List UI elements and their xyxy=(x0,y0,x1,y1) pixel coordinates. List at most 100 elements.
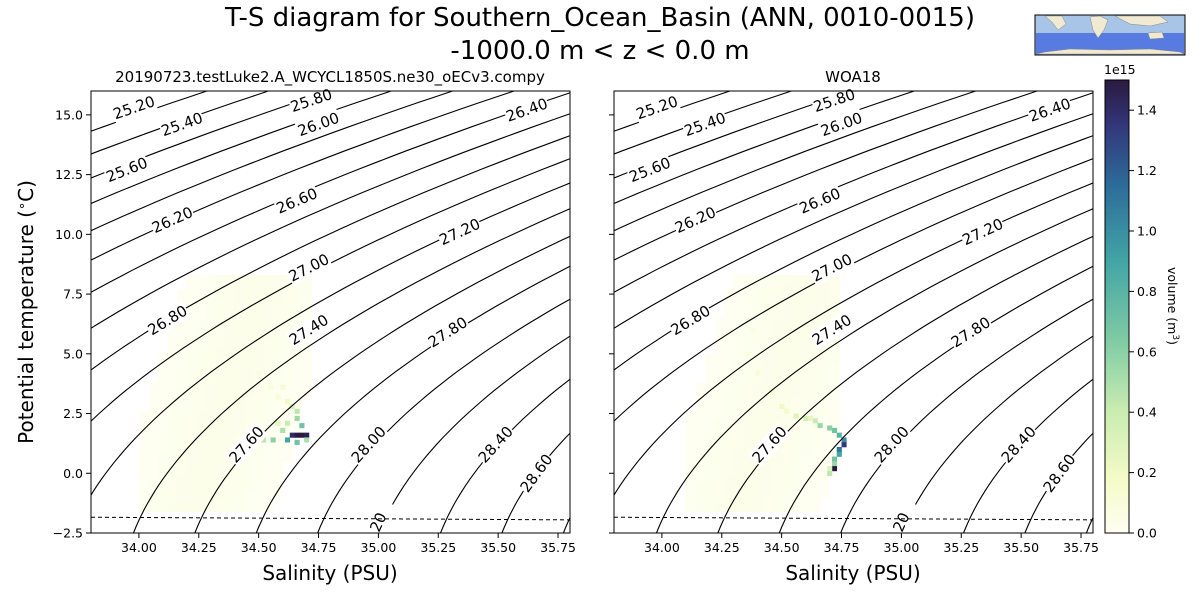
heatmap-haze-cell xyxy=(800,403,811,412)
heatmap-haze-cell xyxy=(273,475,284,484)
heatmap-haze-cell xyxy=(273,289,284,297)
heatmap-haze-cell xyxy=(733,325,744,333)
heatmap-haze-cell xyxy=(158,468,169,477)
heatmap-haze-cell xyxy=(253,504,264,512)
heatmap-haze-cell xyxy=(829,339,840,348)
heatmap-haze-cell xyxy=(301,303,312,312)
heatmap-haze-cell xyxy=(148,475,159,484)
heatmap-haze-cell xyxy=(244,504,255,512)
heatmap-haze-cell xyxy=(724,461,735,469)
heatmap-haze-cell xyxy=(772,332,783,340)
y-tick-label: 2.5 xyxy=(63,406,83,421)
heatmap-haze-cell xyxy=(244,282,255,290)
heatmap-haze-cell xyxy=(819,289,831,297)
heatmap-haze-cell xyxy=(714,375,725,383)
heatmap-haze-cell xyxy=(685,446,696,455)
contour-label-bg xyxy=(808,310,856,350)
heatmap-haze-cell xyxy=(714,418,725,426)
heatmap-haze-cell xyxy=(762,418,773,426)
heatmap-haze-cell xyxy=(205,274,217,283)
heatmap-haze-cell xyxy=(253,497,264,505)
heatmap-haze-cell xyxy=(819,475,831,484)
contour-label-bg xyxy=(110,92,158,124)
heatmap-haze-cell xyxy=(253,282,264,290)
heatmap-haze-cell xyxy=(196,403,207,412)
heatmap-haze-cell xyxy=(225,375,236,383)
heatmap-haze-cell xyxy=(743,454,754,462)
heatmap-haze-cell xyxy=(282,389,293,398)
heatmap-haze-cell xyxy=(244,454,255,462)
heatmap-haze-cell xyxy=(810,360,821,369)
heatmap-haze-cell xyxy=(196,396,207,405)
heatmap-haze-cell xyxy=(810,382,821,391)
heatmap-haze-cell xyxy=(743,332,754,340)
heatmap-haze-cell xyxy=(292,360,303,369)
heatmap-haze-cell xyxy=(705,454,716,462)
heatmap-haze-cell xyxy=(762,403,773,412)
heatmap-haze-cell xyxy=(714,432,725,441)
heatmap-haze-cell xyxy=(791,497,802,505)
heatmap-haze-cell xyxy=(781,425,792,434)
heatmap-haze-cell xyxy=(733,310,744,319)
heatmap-haze-cell xyxy=(705,439,716,448)
heatmap-cell xyxy=(812,418,818,424)
heatmap-haze-cell xyxy=(263,418,274,426)
heatmap-haze-cell xyxy=(138,432,149,441)
heatmap-haze-cell xyxy=(167,418,178,426)
heatmap-haze-cell xyxy=(724,368,735,376)
heatmap-haze-cell xyxy=(829,368,840,376)
contour-label: 27.20 xyxy=(437,215,484,249)
contour-label-bg xyxy=(158,108,206,141)
contour-label-bg xyxy=(748,422,792,467)
heatmap-haze-cell xyxy=(791,489,802,498)
heatmap-haze-cell xyxy=(148,382,159,391)
heatmap-haze-cell xyxy=(205,310,217,319)
heatmap-haze-cell xyxy=(781,368,792,376)
contour-label-bg xyxy=(626,153,674,187)
heatmap-haze-cell xyxy=(714,461,725,469)
heatmap-haze-cell xyxy=(177,296,188,305)
heatmap-haze-cell xyxy=(752,375,763,383)
contour-label: 26.00 xyxy=(295,109,342,140)
heatmap-haze-cell xyxy=(695,425,706,434)
heatmap-haze-cell xyxy=(724,439,735,448)
heatmap-haze-cell xyxy=(167,468,178,477)
heatmap-haze-cell xyxy=(273,468,284,477)
heatmap-haze-cell xyxy=(205,497,217,505)
heatmap-haze-cell xyxy=(186,454,197,462)
left-axes-frame xyxy=(90,90,571,534)
heatmap-haze-cell xyxy=(800,432,811,441)
heatmap-haze-cell xyxy=(253,461,264,469)
heatmap-haze-cell xyxy=(819,303,831,312)
heatmap-haze-cell xyxy=(819,282,831,290)
isopycnal-contour xyxy=(614,113,1093,329)
heatmap-haze-cell xyxy=(714,425,725,434)
heatmap-haze-cell xyxy=(196,461,207,469)
heatmap-haze-cell xyxy=(705,497,716,505)
heatmap-haze-cell xyxy=(714,446,725,455)
heatmap-haze-cell xyxy=(752,296,763,305)
heatmap-haze-cell xyxy=(743,375,754,383)
heatmap-haze-cell xyxy=(829,403,840,412)
heatmap-haze-cell xyxy=(225,360,236,369)
heatmap-haze-cell xyxy=(810,489,821,498)
heatmap-haze-cell xyxy=(215,504,226,512)
heatmap-haze-cell xyxy=(781,282,792,290)
heatmap-haze-cell xyxy=(781,353,792,362)
heatmap-haze-cell xyxy=(225,339,236,348)
heatmap-haze-cell xyxy=(234,432,245,441)
heatmap-haze-cell xyxy=(282,289,293,297)
heatmap-haze-cell xyxy=(724,289,735,297)
heatmap-haze-cell xyxy=(205,475,217,484)
heatmap-haze-cell xyxy=(186,353,197,362)
heatmap-haze-cell xyxy=(196,346,207,355)
contour-label: 28.00 xyxy=(348,423,390,467)
contour-label-bg xyxy=(671,202,720,238)
isopycnal-contour xyxy=(378,335,570,533)
heatmap-haze-cell xyxy=(772,482,783,491)
heatmap-haze-cell xyxy=(714,353,725,362)
heatmap-haze-cell xyxy=(177,475,188,484)
heatmap-haze-cell xyxy=(800,325,811,333)
heatmap-haze-cell xyxy=(196,325,207,333)
heatmap-haze-cell xyxy=(263,282,274,290)
